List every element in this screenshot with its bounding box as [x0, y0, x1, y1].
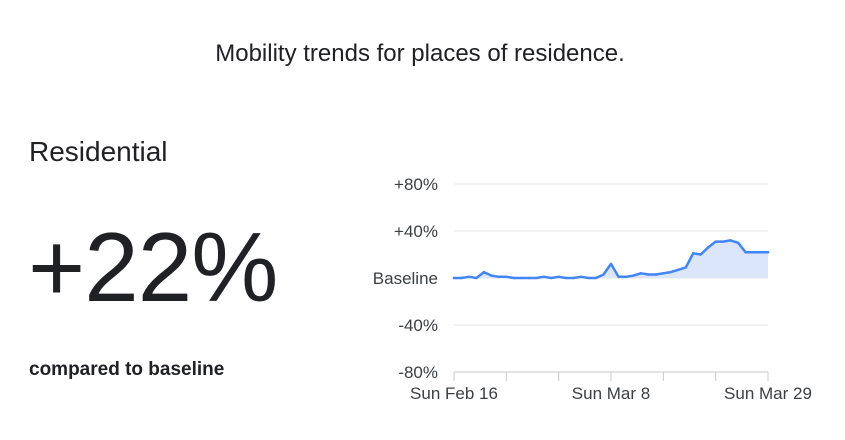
data-point [497, 275, 501, 278]
data-point [632, 274, 635, 277]
data-point [594, 276, 598, 280]
data-point [460, 276, 463, 280]
data-point [692, 252, 695, 255]
data-point [535, 276, 538, 280]
data-point [602, 273, 605, 276]
data-point [714, 240, 717, 243]
data-point [467, 275, 471, 278]
data-point [505, 275, 508, 278]
x-tick-label: Sun Mar 8 [572, 384, 650, 403]
data-point [707, 246, 710, 249]
data-point [729, 239, 732, 242]
data-point [572, 276, 575, 280]
data-point [624, 275, 628, 278]
data-point [766, 251, 770, 254]
data-point [677, 268, 680, 271]
data-point [684, 266, 687, 269]
data-point [557, 275, 560, 278]
data-point [609, 262, 613, 266]
data-point [482, 270, 486, 274]
change-caption: compared to baseline [29, 359, 225, 380]
data-point [520, 276, 523, 280]
data-point [699, 253, 702, 256]
data-point [564, 276, 568, 280]
data-point [617, 275, 620, 278]
y-tick-label: -80% [398, 363, 438, 382]
data-point [475, 276, 478, 280]
change-value: +22% [28, 212, 278, 322]
y-tick-label: Baseline [373, 269, 438, 288]
series-area [454, 240, 768, 278]
data-point [639, 272, 643, 275]
data-point [669, 270, 672, 274]
x-tick-label: Sun Feb 16 [410, 384, 498, 403]
data-point [452, 276, 456, 280]
y-tick-label: -40% [398, 316, 438, 335]
data-point [550, 276, 553, 280]
category-title: Residential [29, 136, 168, 167]
y-tick-label: +40% [394, 222, 438, 241]
data-point [579, 275, 583, 278]
x-tick-label: Sun Mar 29 [724, 384, 812, 403]
data-point [654, 273, 658, 276]
data-point [647, 273, 650, 276]
data-point [751, 251, 755, 254]
data-point [542, 275, 545, 278]
page-heading: Mobility trends for places of residence. [215, 40, 625, 67]
data-point [721, 240, 725, 243]
data-point [744, 251, 747, 254]
data-point [662, 272, 665, 275]
data-point [512, 276, 515, 280]
data-point [490, 274, 493, 277]
y-tick-label: +80% [394, 175, 438, 194]
data-point [527, 276, 530, 280]
data-point [736, 241, 740, 244]
data-point [587, 276, 590, 280]
data-point [759, 251, 762, 254]
